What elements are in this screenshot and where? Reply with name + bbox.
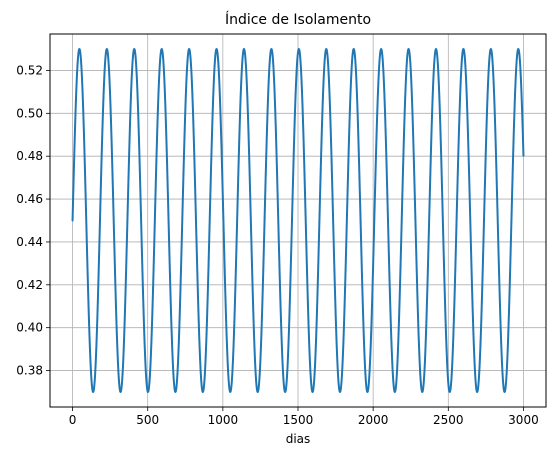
x-tick-label: 2500 (433, 413, 464, 427)
x-tick-label: 2000 (358, 413, 389, 427)
x-tick-label: 500 (136, 413, 159, 427)
y-tick-label: 0.42 (16, 278, 43, 292)
y-tick-label: 0.38 (16, 364, 43, 378)
y-tick-label: 0.52 (16, 63, 43, 77)
x-tick-label: 1500 (283, 413, 314, 427)
y-tick-label: 0.48 (16, 149, 43, 163)
x-axis: 0 500 1000 1500 2000 2500 3000 (69, 407, 539, 427)
series-line (71, 48, 525, 393)
y-tick-label: 0.50 (16, 106, 43, 120)
y-axis: 0.38 0.40 0.42 0.44 0.46 0.48 0.50 0.52 (16, 63, 50, 378)
x-tick-label: 1000 (208, 413, 239, 427)
chart-title: Índice de Isolamento (225, 11, 371, 28)
x-axis-label: dias (286, 432, 311, 446)
plot-series (71, 48, 525, 393)
x-tick-label: 3000 (508, 413, 539, 427)
grid (50, 34, 546, 407)
y-tick-label: 0.40 (16, 321, 43, 335)
y-tick-label: 0.46 (16, 192, 43, 206)
y-tick-label: 0.44 (16, 235, 43, 249)
x-tick-label: 0 (69, 413, 77, 427)
